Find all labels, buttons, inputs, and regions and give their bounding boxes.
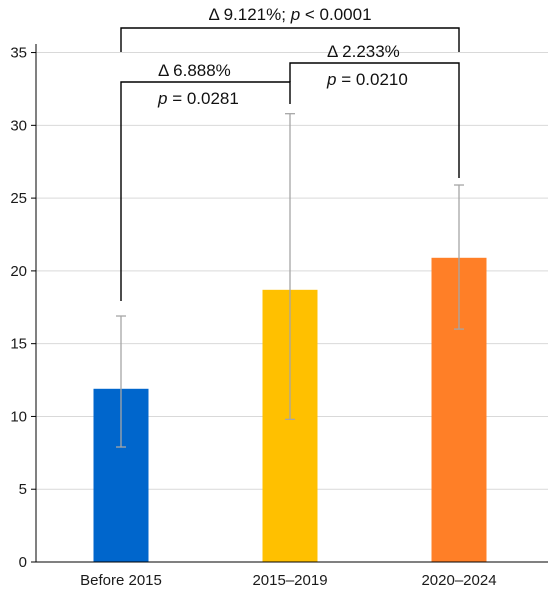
annotation-1-2-delta: Δ 6.888%: [158, 61, 231, 80]
y-tick-label: 35: [10, 45, 27, 62]
axes: 0 5 10 15 20 25 30 35 Before 2015 2015–2019 2020–2…: [10, 44, 548, 589]
y-tick-label: 20: [10, 263, 27, 280]
y-tick-label: 30: [10, 117, 27, 134]
error-bars: [116, 113, 464, 448]
y-tick-label: 25: [10, 190, 27, 207]
bracket-2-3: [289, 62, 460, 178]
y-tick-label: 0: [19, 554, 27, 571]
annotation-1-3: Δ 9.121%; p < 0.0001: [208, 5, 371, 24]
bracket-1-3: [120, 27, 460, 52]
annotation-1-2-p: p = 0.0281: [157, 89, 239, 108]
x-tick-label: 2015–2019: [252, 572, 327, 589]
y-tick-label: 15: [10, 336, 27, 353]
bracket-1-2: [120, 81, 291, 301]
annotation-2-3-delta: Δ 2.233%: [327, 42, 400, 61]
annotation-2-3-p: p = 0.0210: [326, 70, 408, 89]
x-tick-label: Before 2015: [80, 572, 162, 589]
y-tick-label: 10: [10, 408, 27, 425]
y-tick-label: 5: [19, 481, 27, 498]
significance-annotations: Δ 9.121%; p < 0.0001 Δ 6.888% p = 0.0281 Δ …: [120, 5, 460, 301]
x-tick-label: 2020–2024: [421, 572, 496, 589]
